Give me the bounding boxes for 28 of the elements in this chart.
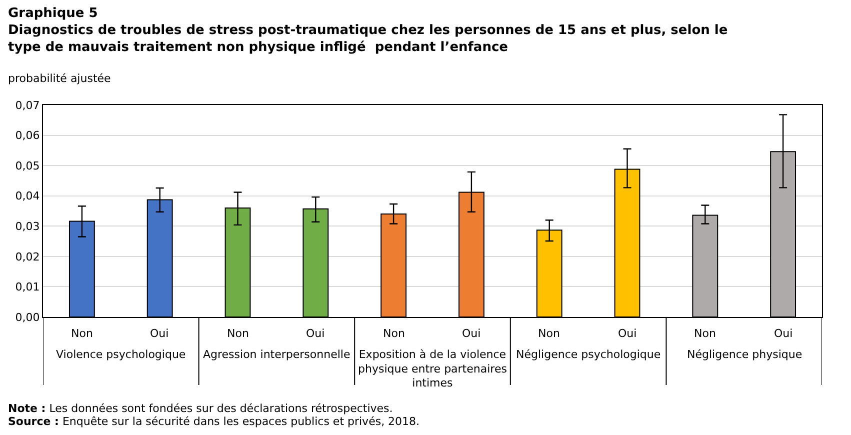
chart-title: Graphique 5 [8,6,98,21]
x-tick-label: Oui [774,327,793,340]
y-axis-title: probabilité ajustée [8,72,112,85]
y-tick-label: 0,01 [15,280,40,294]
source-note: Source : Enquête sur la sécurité dans les espaces publics et privés, 2018. [8,415,420,428]
text: Note : Les données sont fondées sur des déclarations rétrospectives. [8,402,393,415]
x-tick-label: Oui [150,327,169,340]
x-tick-label: Non [71,327,93,340]
y-tick-label: 0,07 [15,98,40,112]
x-tick-label: Non [538,327,560,340]
y-tick-label: 0,02 [15,250,40,264]
x-tick-label: Oui [462,327,481,340]
x-tick-label: Non [694,327,716,340]
x-tick-label: Non [383,327,405,340]
x-tick-label: Oui [306,327,325,340]
x-tick-label: Non [227,327,249,340]
y-tick-label: 0,03 [15,220,40,233]
text: Violence psychologique [56,348,186,361]
y-tick-label: 0,06 [15,129,40,142]
text: Agression interpersonnelle [203,348,350,361]
y-tick-label: 0,04 [15,190,40,203]
y-tick-label: 0,00 [15,310,40,324]
x-tick-label: Oui [618,327,637,340]
y-tick-label: 0,05 [15,159,40,172]
chart-subtitle: Diagnostics de troubles de stress post-traumatique chez les personnes de 15 ans et plus, selon le type de mauvais traitement non physique infligé pendant l’enfance [8,22,728,55]
text: Négligence physique [687,348,802,361]
text: Négligence psychologique [516,348,661,361]
text: Exposition à de la violence physique entre partenaires intimes [358,348,508,390]
